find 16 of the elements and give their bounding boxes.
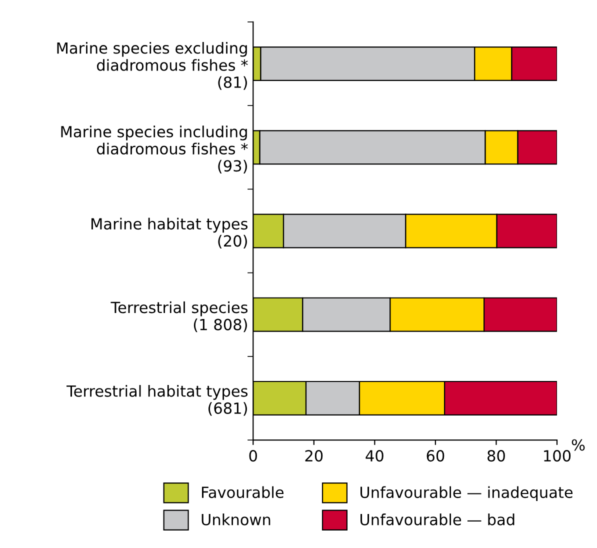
x-tick-label: 0 bbox=[249, 450, 257, 462]
y-tick-label: Marine species including diadromous fishes * (93) bbox=[61, 126, 248, 174]
legend-label: Unfavourable — bad bbox=[360, 514, 514, 526]
x-tick-label: 40 bbox=[366, 450, 384, 462]
legend-label: Unfavourable — inadequate bbox=[360, 486, 573, 502]
y-tick-label: Terrestrial species (1 808) bbox=[110, 301, 248, 332]
y-tick-label: Marine species excluding diadromous fishes * (81) bbox=[57, 42, 248, 90]
y-tick-label: Marine habitat types (20) bbox=[91, 218, 248, 249]
y-tick-label: Terrestrial habitat types (681) bbox=[66, 385, 248, 416]
x-tick-label: 100 bbox=[544, 450, 571, 462]
x-axis-title: % bbox=[572, 439, 585, 451]
legend-label: Favourable bbox=[202, 486, 284, 498]
x-tick-label: 80 bbox=[488, 450, 505, 462]
x-tick-label: 60 bbox=[426, 450, 444, 462]
legend-label: Unknown bbox=[202, 514, 270, 526]
x-tick-label: 20 bbox=[305, 450, 323, 462]
